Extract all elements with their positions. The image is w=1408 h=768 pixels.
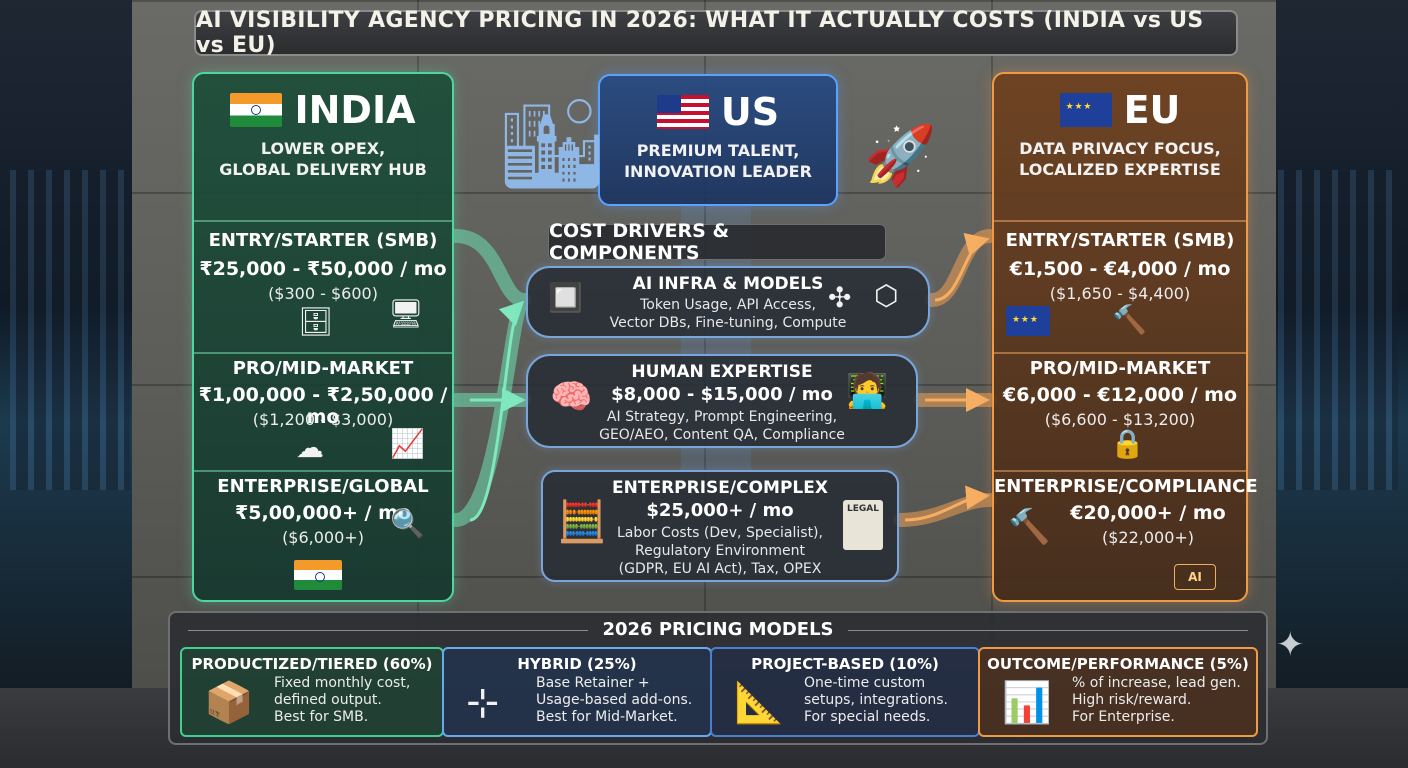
eu-tier-3-usd: ($22,000+) xyxy=(1101,528,1195,547)
us-header: US xyxy=(600,90,836,134)
eu-tagline: DATA PRIVACY FOCUS, LOCALIZED EXPERTISE xyxy=(1019,139,1221,179)
background-city-left xyxy=(0,0,140,768)
eu-tier-2-label: PRO/MID-MARKET xyxy=(1029,358,1211,379)
calculator-icon: 🧮 xyxy=(557,499,607,545)
flow-india-infra xyxy=(449,229,531,307)
europe-ai-map-icon: AI xyxy=(1174,564,1216,590)
blueprint-icon: 📐 xyxy=(734,680,784,726)
eu-flag-small-icon xyxy=(1006,306,1050,336)
background-city-right xyxy=(1268,0,1408,768)
india-title: INDIA xyxy=(294,88,416,132)
rocket-icon: 🚀 xyxy=(864,121,937,189)
lock-icon: 🔒 xyxy=(1110,427,1145,460)
us-tagline: PREMIUM TALENT, INNOVATION LEADER xyxy=(624,141,812,181)
eu-tier-2-price: €6,000 - €12,000 / mo xyxy=(1003,384,1237,406)
sparkle-icon: ✦ xyxy=(1276,625,1305,665)
eu-header: EU xyxy=(994,88,1246,132)
india-flag-small-icon xyxy=(294,560,342,590)
ai-magnifier-icon: 🔍 xyxy=(390,507,425,540)
pricing-models-heading: 2026 PRICING MODELS xyxy=(602,619,834,640)
eu-flag-icon xyxy=(1059,93,1112,127)
india-tier-1-label: ENTRY/STARTER (SMB) xyxy=(208,230,438,251)
gavel-large-icon: 🔨 xyxy=(1008,507,1051,547)
neural-network-icon: ⬡ xyxy=(874,279,899,312)
legal-document-icon: LEGAL xyxy=(843,500,883,550)
india-tagline: LOWER OPEX, GLOBAL DELIVERY HUB xyxy=(219,139,427,179)
eu-tier-3-price: €20,000+ / mo xyxy=(1070,502,1226,524)
pricing-models-section: 2026 PRICING MODELS PRODUCTIZED/TIERED (… xyxy=(168,611,1268,745)
eu-tier-1-price: €1,500 - €4,000 / mo xyxy=(1009,258,1231,280)
growth-chart-icon: 📈 xyxy=(390,427,425,460)
model-hybrid: HYBRID (25%) ⊹ Base Retainer + Usage-bas… xyxy=(442,647,712,737)
model-graph-icon: ✣ xyxy=(828,281,852,314)
flow-eu-infra xyxy=(925,229,997,307)
driver-enterprise-complex: 🧮 ENTERPRISE/COMPLEX $25,000+ / mo Labor… xyxy=(541,470,899,582)
model-outcome: OUTCOME/PERFORMANCE (5%) 📊 % of increase… xyxy=(978,647,1258,737)
page-title: AI VISIBILITY AGENCY PRICING IN 2026: WH… xyxy=(194,8,1238,58)
specialist-icon: 🧑‍💻 xyxy=(846,371,889,411)
eu-panel: EU DATA PRIVACY FOCUS, LOCALIZED EXPERTI… xyxy=(992,72,1258,602)
india-tier-2-usd: ($1,200 - $3,000) xyxy=(252,410,394,429)
india-tier-1-price: ₹25,000 - ₹50,000 / mo xyxy=(199,258,447,280)
us-title: US xyxy=(720,90,780,134)
india-tier-1-usd: ($300 - $600) xyxy=(268,284,378,303)
network-icon: ⊹ xyxy=(466,680,500,726)
server-rack-icon: 🖥 xyxy=(388,297,424,330)
india-tier-3-price: ₹5,00,000+ / mo xyxy=(235,502,411,524)
eu-title: EU xyxy=(1123,88,1181,132)
india-flag-icon xyxy=(230,93,283,127)
india-tier-3-usd: ($6,000+) xyxy=(282,528,364,547)
india-tier-3-label: ENTERPRISE/GLOBAL xyxy=(217,476,429,497)
box-icon: 📦 xyxy=(204,680,254,726)
india-panel: INDIA LOWER OPEX, GLOBAL DELIVERY HUB EN… xyxy=(192,72,454,602)
cost-drivers-heading: COST DRIVERS & COMPONENTS xyxy=(548,220,886,264)
chip-icon: 🔲 xyxy=(548,281,583,314)
driver-ai-infra: 🔲 AI INFRA & MODELS Token Usage, API Acc… xyxy=(526,266,930,338)
model-project-based: PROJECT-BASED (10%) 📐 One-time custom se… xyxy=(710,647,980,737)
eu-tier-1-usd: ($1,650 - $4,400) xyxy=(1049,284,1191,303)
ai-cloud-icon: ☁ xyxy=(296,431,324,464)
eu-tier-3-label: ENTERPRISE/COMPLIANCE xyxy=(994,476,1258,497)
growth-chart-icon: 📊 xyxy=(1002,680,1052,726)
server-stack-icon: 🗄 xyxy=(298,305,334,338)
india-tier-2-price: ₹1,00,000 - ₹2,50,000 / mo xyxy=(198,384,448,428)
gavel-icon: 🔨 xyxy=(1112,303,1147,336)
eu-tier-1-label: ENTRY/STARTER (SMB) xyxy=(1005,230,1235,251)
eu-tier-2-usd: ($6,600 - $13,200) xyxy=(1044,410,1196,429)
driver-human-expertise: 🧠 HUMAN EXPERTISE $8,000 - $15,000 / mo … xyxy=(526,354,918,448)
skyscraper-icon: 🏙 xyxy=(496,92,608,195)
brain-icon: 🧠 xyxy=(550,377,593,417)
model-productized: PRODUCTIZED/TIERED (60%) 📦 Fixed monthly… xyxy=(180,647,444,737)
india-tier-2-label: PRO/MID-MARKET xyxy=(232,358,414,379)
us-flag-icon xyxy=(656,95,709,129)
india-header: INDIA xyxy=(194,88,452,132)
us-panel: US PREMIUM TALENT, INNOVATION LEADER xyxy=(598,74,838,206)
